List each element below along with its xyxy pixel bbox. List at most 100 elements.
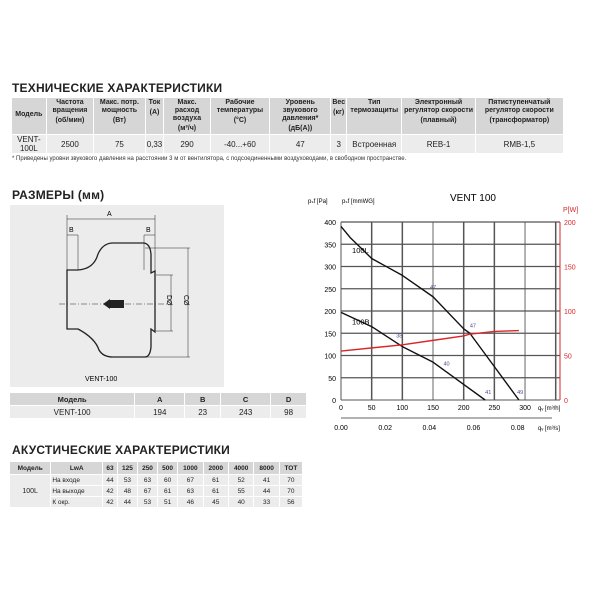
acoustic-cell: 67 [137,486,158,496]
tech-header: Модель [12,98,46,134]
acoustic-cell: 53 [117,475,137,485]
tech-header-unit: (кг) [333,109,345,116]
dim-d-label: DØ [165,295,172,306]
acoustic-header: Модель [10,462,51,474]
y-label-left: pₛf [Pa] [308,199,328,205]
acoustic-cell: 44 [103,475,117,485]
airflow-arrow-icon [103,299,110,309]
acoustic-cell: 33 [254,497,279,507]
table-row: 100L На входе 44 53 63 60 67 61 52 41 70 [10,475,302,507]
acoustic-cell: На входе [51,475,103,485]
dims-header: A [135,393,185,405]
tech-header: Частота вращения (об/мин) [46,98,94,134]
dims-header: B [185,393,221,405]
tech-header: Уровень звукового давления* (дБ(А)) [270,98,331,134]
tech-header-unit: (°C) [233,117,247,124]
x2-label: qᵥ [m³/s] [538,426,560,432]
vent-100-chart: VENT 100 pₛf [Pa] pₛf [mmWG] P[W] 0 50 100 150 2… [308,193,578,432]
acoustic-header: 63 [103,462,117,474]
acoustic-model: 100L [10,475,51,507]
x-tick-label: 150 [427,405,439,412]
acoustic-cell: 55 [228,486,254,496]
tech-cell: 290 [164,135,210,153]
acoustic-header: 1000 [178,462,203,474]
dims-cell: 243 [221,406,271,418]
dim-b-label-left: B [69,227,74,234]
y2-tick-label: 100 [564,309,576,316]
y-tick-label: 0 [332,398,336,405]
y2-tick-label: 0 [564,398,568,405]
dims-cell: 194 [135,406,185,418]
y-label-left2: pₛf [mmWG] [342,199,375,205]
y-tick-label: 300 [324,265,336,272]
y-tick-label: 400 [324,220,336,227]
tech-header-unit: (м³/ч) [177,125,197,132]
dim-c-label: CØ [182,295,189,306]
dims-title: РАЗМЕРЫ (мм) [12,188,105,202]
tech-header-unit: (об/мин) [55,117,85,124]
fan-drawing: A B B DØ CØ VENT-100 [10,205,224,387]
y-tick-label: 200 [324,309,336,316]
tech-cell: VENT-100L [12,135,46,153]
tech-header-unit: (трансформатор) [489,117,550,124]
tech-header-label: Электронный регулятор скорости [404,99,474,114]
acoustic-cell: 56 [279,497,302,507]
acoustic-cell: 44 [117,497,137,507]
dims-header: C [221,393,271,405]
table-row: К окр. 42 44 53 51 46 45 40 33 56 [10,497,302,507]
tech-header-label: Макс. потр. мощность [99,99,139,114]
dim-a-label: A [107,211,112,218]
tech-header-unit: (Вт) [112,117,126,124]
series-line-100L [340,226,520,401]
x-tick-label: 250 [489,405,501,412]
x-tick-label: 50 [368,405,376,412]
sound-level-annotation: 47 [470,323,476,329]
x-tick-label: 200 [458,405,470,412]
acoustic-cell: 44 [254,486,279,496]
acoustic-cell: 51 [158,497,178,507]
sound-level-annotation: 38 [396,334,402,340]
drawing-caption: VENT-100 [85,376,117,383]
acoustic-cell: 53 [137,497,158,507]
y-tick-label: 50 [328,376,336,383]
acoustic-cell: 42 [103,497,117,507]
acoustic-cell: 61 [203,475,228,485]
series-line-100B [340,311,486,401]
x-tick-label: 0 [339,405,343,412]
tech-header: Пятиступенчатый регулятор скорости (транс… [475,98,563,134]
acoustic-cell: 67 [178,475,203,485]
acoustic-cell: 70 [279,486,302,496]
acoustic-cell: 52 [228,475,254,485]
dims-header: D [271,393,306,405]
footnote: * Приведены уровни звукового давления на… [12,156,407,162]
y2-tick-label: 150 [564,265,576,272]
dims-cell: 98 [271,406,306,418]
tech-header: Рабочие температуры (°C) [210,98,270,134]
sound-level-annotation: 41 [485,390,491,396]
x2-tick-label: 0.04 [423,425,437,432]
sound-level-annotation: 49 [517,390,523,396]
tech-header-label: Частота вращения [52,99,88,114]
tech-header-label: Модель [15,111,43,118]
series-label-100B: 100B [352,317,370,326]
tech-cell: 2500 [46,135,94,153]
acoustic-header: 8000 [254,462,279,474]
tech-cell: -40...+60 [210,135,270,153]
tech-header: Вес (кг) [331,98,347,134]
acoustic-table: Модель LwA 63 125 250 500 1000 2000 4000 8000 TOT 1… [9,461,303,508]
tech-header: Электронный регулятор скорости (плавный) [402,98,475,134]
acoustic-header: 2000 [203,462,228,474]
sound-level-annotation: 40 [443,361,449,367]
tech-header-unit: (А) [149,109,160,116]
acoustic-title: АКУСТИЧЕСКИЕ ХАРАКТЕРИСТИКИ [12,443,231,457]
y2-tick-label: 200 [564,220,576,227]
acoustic-cell: 60 [158,475,178,485]
chart-title: VENT 100 [450,193,496,204]
tech-title: ТЕХНИЧЕСКИЕ ХАРАКТЕРИСТИКИ [12,81,223,95]
tech-cell: REB-1 [402,135,475,153]
series-label-100L: 100L [352,246,369,255]
acoustic-cell: 45 [203,497,228,507]
tech-header-label: Пятиступенчатый регулятор скорости [484,99,554,114]
tech-header-label: Макс. расход воздуха [172,99,202,122]
tech-header-label: Ток [148,99,161,106]
